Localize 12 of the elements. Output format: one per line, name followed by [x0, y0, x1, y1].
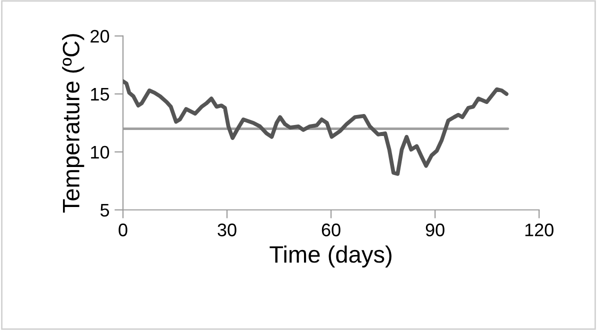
- y-tick-label: 10: [91, 146, 110, 159]
- x-axis-title: Time (days): [270, 245, 392, 268]
- y-tick-label: 15: [91, 88, 110, 101]
- x-tick-label: 60: [322, 224, 340, 236]
- x-tick-label: 90: [426, 224, 444, 236]
- x-tick-label: 0: [118, 224, 128, 236]
- y-tick-label: 20: [90, 30, 110, 43]
- x-tick-label: 30: [218, 224, 236, 236]
- x-tick-label: 120: [525, 224, 554, 236]
- line-series: [122, 79, 508, 176]
- y-tick-label: 5: [100, 204, 110, 217]
- y-axis-title: Temperature (ºC): [62, 34, 84, 213]
